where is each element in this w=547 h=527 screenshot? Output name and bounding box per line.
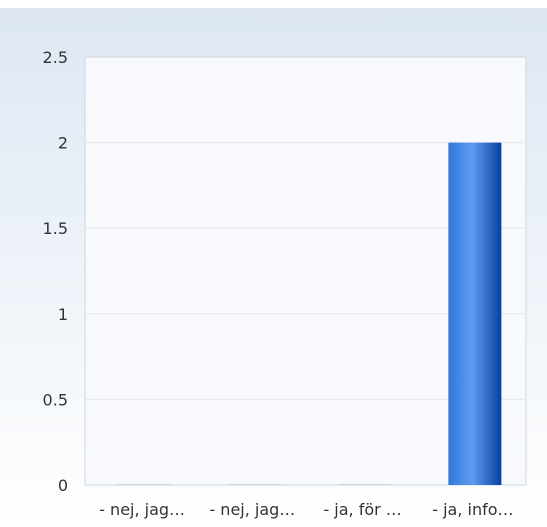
y-tick-label: 0.5 [43, 390, 68, 409]
x-axis-labels: - nej, jag… - nej, jag… - ja, för … - ja, i… [99, 500, 513, 519]
y-tick-label: 1.5 [43, 219, 68, 238]
bar [117, 484, 171, 485]
x-category-label: - ja, info… [432, 500, 513, 519]
bar [448, 142, 502, 485]
x-category-label: - nej, jag… [209, 500, 295, 519]
x-category-label: - nej, jag… [99, 500, 185, 519]
bars [117, 142, 502, 485]
y-axis-ticks: 0 0.5 1 1.5 2 2.5 [43, 48, 68, 495]
x-category-label: - ja, för … [323, 500, 401, 519]
y-tick-label: 2.5 [43, 48, 68, 67]
y-tick-label: 0 [58, 476, 68, 495]
y-tick-label: 2 [58, 134, 68, 153]
y-tick-label: 1 [58, 305, 68, 324]
bar [227, 484, 281, 485]
bar [338, 484, 392, 485]
